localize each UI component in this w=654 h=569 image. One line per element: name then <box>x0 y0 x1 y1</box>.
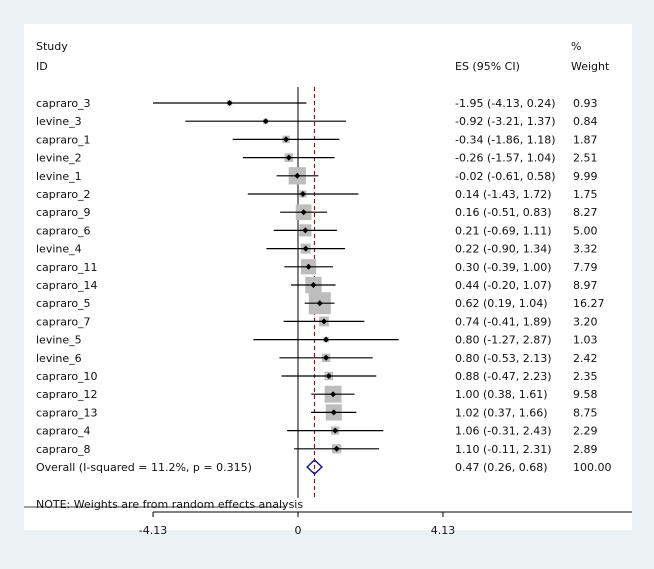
study-weight: 8.97 <box>573 279 598 292</box>
study-label: levine_1 <box>36 170 82 183</box>
study-label: levine_5 <box>36 334 82 347</box>
forest-marks: capraro_3 -1.95 (-4.13, 0.24) 0.93 levine_3… <box>24 87 632 537</box>
study-label: levine_6 <box>36 352 82 365</box>
study-weight: 2.35 <box>573 370 598 383</box>
study-label: capraro_4 <box>36 425 91 438</box>
study-label: levine_2 <box>36 152 82 165</box>
study-es-ci: 0.80 (-1.27, 2.87) <box>455 334 552 347</box>
study-es-ci: 0.30 (-0.39, 1.00) <box>455 261 552 274</box>
study-label: capraro_14 <box>36 279 98 292</box>
study-es-ci: 1.10 (-0.11, 2.31) <box>455 443 552 456</box>
point-estimate <box>325 373 332 379</box>
study-es-ci: 0.22 (-0.90, 1.34) <box>455 243 552 256</box>
point-estimate <box>330 409 337 416</box>
study-label: capraro_13 <box>36 406 98 419</box>
x-tick-label: -4.13 <box>139 524 167 537</box>
point-estimate <box>302 227 309 234</box>
study-weight: 7.79 <box>573 261 598 274</box>
study-es-ci: 0.14 (-1.43, 1.72) <box>455 188 552 201</box>
study-label: capraro_5 <box>36 297 91 310</box>
study-weight: 0.93 <box>573 97 598 110</box>
overall-es-ci: 0.47 (0.26, 0.68) <box>455 461 548 474</box>
header-weight: Weight <box>571 60 610 73</box>
study-weight: 1.87 <box>573 133 598 146</box>
study-es-ci: 0.44 (-0.20, 1.07) <box>455 279 552 292</box>
study-weight: 3.32 <box>573 243 598 256</box>
study-es-ci: -0.02 (-0.61, 0.58) <box>455 170 556 183</box>
study-label: levine_3 <box>36 115 82 128</box>
study-es-ci: 0.74 (-0.41, 1.89) <box>455 315 552 328</box>
study-label: capraro_11 <box>36 261 98 274</box>
study-es-ci: 1.06 (-0.31, 2.43) <box>455 425 552 438</box>
study-es-ci: -1.95 (-4.13, 0.24) <box>455 97 556 110</box>
study-label: capraro_12 <box>36 388 98 401</box>
x-tick-label: 0 <box>295 524 302 537</box>
overall-diamond <box>306 458 323 476</box>
header-study: Study <box>36 40 68 53</box>
overall-weight: 100.00 <box>573 461 612 474</box>
study-weight: 2.29 <box>573 425 598 438</box>
point-estimate <box>294 172 301 179</box>
point-estimate <box>302 245 309 252</box>
point-estimate <box>262 118 269 125</box>
study-es-ci: 0.80 (-0.53, 2.13) <box>455 352 552 365</box>
study-weight: 2.89 <box>573 443 598 456</box>
point-estimate <box>323 354 330 361</box>
study-weight: 1.03 <box>573 334 598 347</box>
overall-label: Overall (I-squared = 11.2%, p = 0.315) <box>36 461 252 474</box>
study-weight: 2.42 <box>573 352 598 365</box>
weights-note: NOTE: Weights are from random effects an… <box>36 498 303 511</box>
study-es-ci: 0.88 (-0.47, 2.23) <box>455 370 552 383</box>
study-weight: 5.00 <box>573 224 598 237</box>
point-estimate <box>330 391 337 398</box>
header-percent: % <box>571 40 581 53</box>
study-es-ci: 1.00 (0.38, 1.61) <box>455 388 548 401</box>
point-estimate <box>305 263 312 270</box>
study-es-ci: 0.21 (-0.69, 1.11) <box>455 224 552 237</box>
plot-region <box>24 24 632 530</box>
study-weight: 9.99 <box>573 170 598 183</box>
point-estimate <box>226 100 233 106</box>
study-weight: 3.20 <box>573 315 598 328</box>
study-weight: 2.51 <box>573 152 598 165</box>
study-es-ci: 1.02 (0.37, 1.66) <box>455 406 548 419</box>
study-weight: 9.58 <box>573 388 598 401</box>
point-estimate <box>323 336 330 343</box>
study-es-ci: -0.34 (-1.86, 1.18) <box>455 133 556 146</box>
point-estimate <box>310 282 317 288</box>
study-weight: 16.27 <box>573 297 605 310</box>
x-tick-label: 4.13 <box>431 524 456 537</box>
point-estimate <box>333 445 340 452</box>
point-estimate <box>285 154 292 161</box>
point-estimate <box>320 318 327 325</box>
study-label: levine_4 <box>36 243 82 256</box>
point-estimate <box>299 191 306 197</box>
study-label: capraro_7 <box>36 315 91 328</box>
study-label: capraro_6 <box>36 224 91 237</box>
study-es-ci: 0.62 (0.19, 1.04) <box>455 297 548 310</box>
header-es-ci: ES (95% CI) <box>455 60 520 73</box>
point-estimate <box>316 300 323 307</box>
header-id: ID <box>36 60 48 73</box>
study-weight: 1.75 <box>573 188 598 201</box>
study-label: capraro_10 <box>36 370 98 383</box>
study-label: capraro_8 <box>36 443 91 456</box>
point-estimate <box>332 427 339 434</box>
study-label: capraro_3 <box>36 97 91 110</box>
study-label: capraro_1 <box>36 133 91 146</box>
study-weight: 8.27 <box>573 206 598 219</box>
study-weight: 8.75 <box>573 406 598 419</box>
study-weight: 0.84 <box>573 115 598 128</box>
point-estimate <box>283 136 290 143</box>
point-estimate <box>300 209 307 216</box>
study-es-ci: 0.16 (-0.51, 0.83) <box>455 206 552 219</box>
study-label: capraro_9 <box>36 206 91 219</box>
study-es-ci: -0.26 (-1.57, 1.04) <box>455 152 556 165</box>
study-es-ci: -0.92 (-3.21, 1.37) <box>455 115 556 128</box>
study-label: capraro_2 <box>36 188 91 201</box>
